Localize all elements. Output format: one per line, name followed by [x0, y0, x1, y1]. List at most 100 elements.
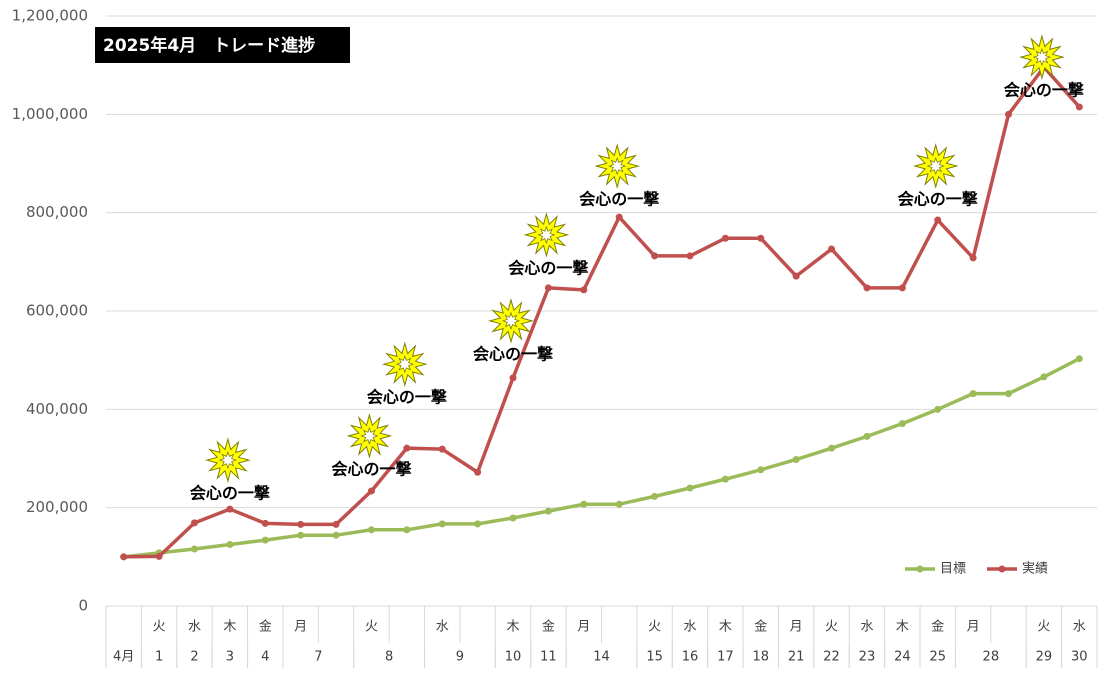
data-point [544, 284, 552, 292]
x-tick-label: 木 [896, 620, 909, 635]
x-tick-label: 火 [153, 620, 166, 635]
x-group-label: 4月 [113, 650, 134, 665]
y-tick-label: 0 [78, 597, 88, 615]
data-point [190, 545, 198, 553]
data-point [297, 520, 305, 528]
y-tick-label: 400,000 [26, 400, 88, 418]
x-tick-label: 火 [825, 620, 838, 635]
x-group-label: 8 [385, 650, 393, 665]
x-group-label: 15 [646, 650, 663, 665]
annotation: 会心の一撃 [508, 258, 588, 277]
y-tick-label: 200,000 [26, 498, 88, 516]
data-point [757, 234, 765, 242]
data-point [403, 526, 411, 534]
x-group-label: 23 [859, 650, 876, 665]
data-point [863, 432, 871, 440]
x-group-label: 10 [505, 650, 522, 665]
data-point [226, 541, 234, 549]
x-tick-label: 火 [648, 620, 661, 635]
y-tick-label: 1,200,000 [12, 7, 88, 25]
burst-center [537, 225, 556, 245]
legend-marker [916, 565, 924, 573]
x-tick-label: 木 [719, 620, 732, 635]
data-point [934, 216, 942, 224]
x-tick-label: 月 [790, 620, 803, 635]
x-tick-label: 金 [259, 619, 272, 635]
x-tick-label: 水 [1073, 620, 1086, 635]
burst-center [607, 156, 627, 176]
x-group-label: 18 [752, 650, 769, 665]
series-line [123, 357, 1081, 559]
y-tick-label: 600,000 [26, 302, 88, 320]
data-point [474, 520, 482, 528]
data-point [155, 552, 163, 560]
x-tick-label: 火 [365, 620, 378, 635]
x-tick-label: 金 [931, 619, 944, 635]
x-tick-label: 水 [436, 620, 449, 635]
data-point [969, 390, 977, 398]
data-point [686, 484, 694, 492]
annotation: 会心の一撃 [331, 459, 411, 478]
x-group-label: 29 [1036, 650, 1053, 665]
x-group-label: 25 [929, 650, 946, 665]
data-point [1075, 103, 1083, 111]
annotation: 会心の一撃 [473, 344, 553, 363]
data-point [721, 234, 729, 242]
data-point [828, 444, 836, 452]
chart-title: 2025年4月 トレード進捗 [103, 35, 315, 56]
x-group-label: 11 [540, 650, 557, 665]
data-point [934, 405, 942, 413]
x-tick-label: 水 [188, 620, 201, 635]
data-point [367, 487, 375, 495]
burst-center [218, 450, 238, 470]
data-point [651, 492, 659, 500]
data-point [1005, 110, 1013, 118]
burst-center [501, 311, 521, 331]
data-point [580, 286, 588, 294]
x-tick-label: 金 [542, 619, 555, 635]
x-tick-label: 月 [294, 620, 307, 635]
x-tick-label: 金 [754, 619, 767, 635]
x-group-label: 4 [261, 650, 269, 665]
x-group-label: 9 [456, 650, 464, 665]
data-point [438, 520, 446, 528]
data-point [190, 519, 198, 527]
data-point [792, 455, 800, 463]
annotation: 会心の一撃 [1004, 81, 1084, 100]
data-point [1040, 373, 1048, 381]
data-point [509, 374, 517, 382]
title-box [95, 27, 350, 63]
x-group-label: 1 [155, 650, 163, 665]
x-group-label: 24 [894, 650, 911, 665]
x-tick-label: 月 [577, 620, 590, 635]
x-group-label: 7 [314, 650, 322, 665]
burst-center [1032, 47, 1052, 67]
x-group-label: 21 [788, 650, 805, 665]
y-tick-label: 800,000 [26, 203, 88, 221]
burst-center [926, 156, 945, 176]
x-group-label: 28 [983, 650, 1000, 665]
data-point [615, 213, 623, 221]
y-tick-label: 1,000,000 [12, 105, 88, 123]
x-group-label: 3 [226, 650, 234, 665]
data-point [261, 519, 269, 527]
x-tick-label: 月 [967, 620, 980, 635]
burst-center [360, 426, 379, 446]
data-point [898, 420, 906, 428]
x-group-label: 14 [593, 650, 610, 665]
data-point [580, 500, 588, 508]
data-point [226, 505, 234, 513]
data-point [721, 475, 729, 483]
data-point [615, 500, 623, 508]
data-point [438, 445, 446, 453]
x-group-label: 16 [682, 650, 699, 665]
data-point [969, 254, 977, 262]
burst-center [395, 355, 414, 374]
x-tick-label: 木 [507, 620, 520, 635]
x-tick-label: 水 [860, 620, 873, 635]
data-point [686, 252, 694, 260]
legend-label: 目標 [940, 562, 966, 577]
annotation: 会心の一撃 [367, 388, 447, 407]
data-point [297, 531, 305, 539]
data-point [757, 466, 765, 474]
